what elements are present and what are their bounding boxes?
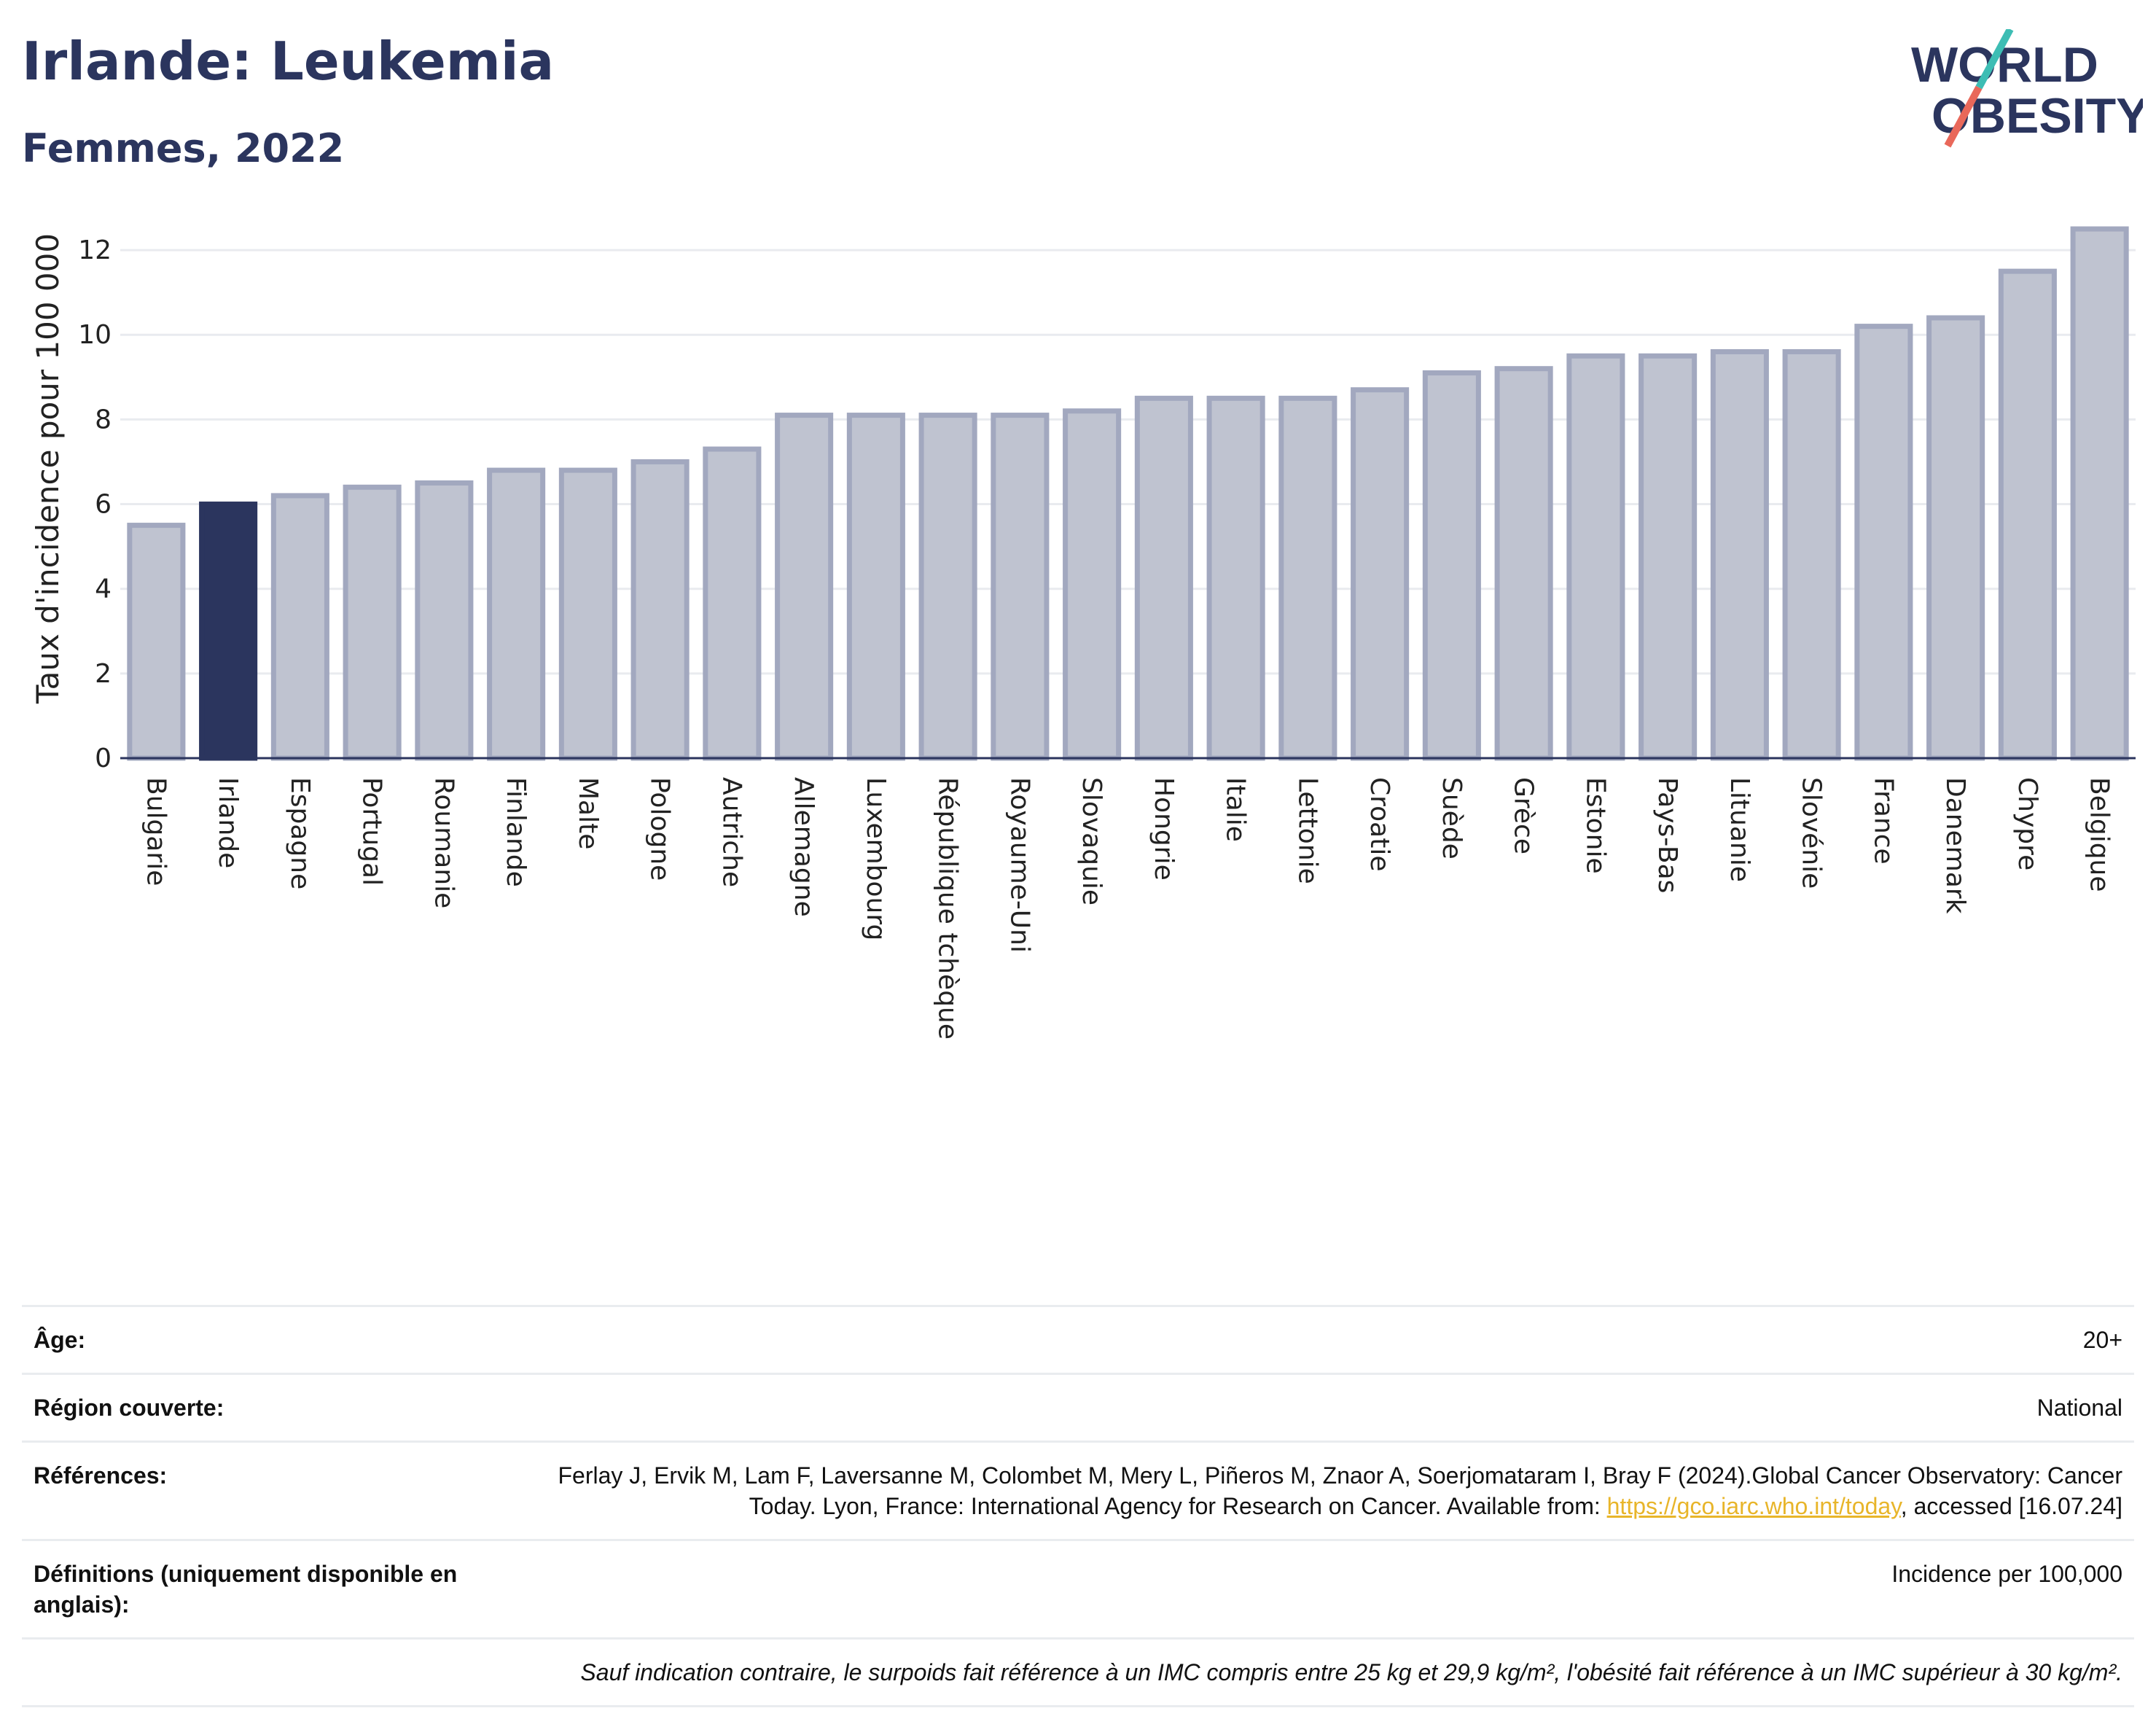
info-row-definitions: Définitions (uniquement disponible en an… [22, 1539, 2134, 1637]
x-tick-label: Slovaquie [1077, 777, 1106, 905]
x-tick-label: Portugal [357, 777, 387, 886]
bar-royaume-uni[interactable] [991, 413, 1050, 761]
references-suffix: , accessed [16.07.24] [1900, 1493, 2122, 1519]
y-tick-label: 4 [95, 574, 112, 604]
y-tick-label: 12 [78, 235, 112, 265]
x-tick-label: Italie [1221, 777, 1251, 842]
y-tick-label: 2 [95, 659, 112, 689]
world-obesity-logo: WORLD OBESITY [1911, 29, 2143, 148]
age-value: 20+ [2082, 1327, 2122, 1353]
x-tick-label: Croatie [1364, 777, 1394, 872]
bar-autriche[interactable] [703, 446, 762, 761]
bar-france[interactable] [1854, 324, 1913, 761]
x-tick-label: Pays-Bas [1652, 777, 1682, 893]
bar-chypre[interactable] [1998, 268, 2057, 761]
bar-italie[interactable] [1206, 395, 1265, 761]
y-tick-label: 10 [78, 320, 112, 350]
bar-belgique[interactable] [2070, 226, 2129, 761]
x-tick-label: Espagne [285, 777, 315, 889]
bar-estonie[interactable] [1566, 353, 1625, 761]
references-label: Références: [34, 1462, 168, 1489]
x-tick-label: République tchèque [933, 777, 963, 1040]
x-tick-label: Bulgarie [141, 777, 171, 886]
x-tick-label: Estonie [1580, 777, 1610, 874]
bar-roumanie[interactable] [415, 480, 474, 761]
x-tick-label: Irlande [213, 777, 243, 868]
y-tick-label: 6 [95, 490, 112, 520]
x-tick-label: Hongrie [1149, 777, 1179, 881]
x-tick-label: Allemagne [789, 777, 819, 917]
info-row-age: Âge: 20+ [22, 1305, 2134, 1373]
chart-subtitle: Femmes, 2022 [22, 125, 345, 171]
bar-su-de[interactable] [1422, 370, 1481, 761]
bar-lituanie[interactable] [1710, 348, 1769, 761]
bar-portugal[interactable] [343, 484, 402, 761]
bar-pologne[interactable] [630, 459, 690, 761]
bar-lettonie[interactable] [1278, 395, 1337, 761]
bar-danemark[interactable] [1926, 315, 1985, 761]
x-tick-label: Lituanie [1725, 777, 1754, 882]
bar-r-publique-tch-que[interactable] [918, 413, 977, 761]
x-tick-label: Autriche [716, 777, 746, 887]
x-tick-label: France [1868, 777, 1898, 865]
y-tick-labels: 0 2 4 6 8 10 12 [78, 235, 112, 773]
chart-title: Irlande: Leukemia [22, 31, 555, 92]
logo-slash-coral [1944, 85, 1983, 148]
x-tick-label: Finlande [501, 777, 531, 887]
age-label: Âge: [34, 1327, 86, 1353]
x-tick-label: Danemark [1940, 777, 1970, 914]
x-tick-label: Lettonie [1292, 777, 1322, 884]
x-tick-label: Malte [573, 777, 603, 849]
info-row-region: Région couverte: National [22, 1373, 2134, 1440]
bar-pays-bas[interactable] [1639, 353, 1698, 761]
bar-slov-nie[interactable] [1782, 348, 1841, 761]
region-value: National [2036, 1395, 2122, 1421]
x-tick-label: Belgique [2085, 777, 2114, 892]
bar-espagne[interactable] [270, 493, 329, 761]
x-tick-labels: Bulgarie Irlande Espagne Portugal Roumanie Fi… [141, 777, 2114, 1040]
y-tick-label: 8 [95, 405, 112, 434]
x-tick-label: Grèce [1509, 777, 1539, 854]
x-tick-label: Chypre [2012, 777, 2042, 870]
bar-allemagne[interactable] [775, 413, 834, 761]
bar-hongrie[interactable] [1134, 395, 1193, 761]
references-value: Ferlay J, Ervik M, Lam F, Laversanne M, … [544, 1460, 2122, 1521]
info-row-references: Références: Ferlay J, Ervik M, Lam F, La… [22, 1440, 2134, 1539]
bars [127, 226, 2129, 761]
x-tick-label: Slovénie [1797, 777, 1827, 889]
footnote: Sauf indication contraire, le surpoids f… [22, 1637, 2134, 1707]
bar-luxembourg[interactable] [846, 413, 905, 761]
x-tick-label: Royaume-Uni [1004, 777, 1034, 953]
x-tick-label: Pologne [645, 777, 675, 881]
x-tick-label: Suède [1437, 777, 1466, 859]
bar-chart: 0 2 4 6 8 10 12 Bulgarie Irlande Espagne Portugal… [30, 226, 2136, 1040]
info-table: Âge: 20+ Région couverte: National Référ… [22, 1305, 2134, 1707]
x-tick-label: Roumanie [429, 777, 458, 908]
x-tick-label: Luxembourg [861, 777, 891, 940]
bar-finlande[interactable] [487, 467, 546, 761]
bar-slovaquie[interactable] [1063, 408, 1122, 761]
bar-bulgarie[interactable] [127, 523, 186, 761]
bar-malte[interactable] [558, 467, 617, 761]
y-axis-label: Taux d'incidence pour 100 000 [30, 233, 66, 704]
references-link[interactable]: https://gco.iarc.who.int/today [1606, 1493, 1901, 1519]
definitions-label: Définitions (uniquement disponible en an… [34, 1561, 458, 1618]
logo-slash-teal [1975, 29, 2014, 90]
definitions-value: Incidence per 100,000 [1891, 1561, 2122, 1587]
region-label: Région couverte: [34, 1395, 224, 1421]
references-text: Ferlay J, Ervik M, Lam F, Laversanne M, … [558, 1462, 2122, 1519]
bar-gr-ce[interactable] [1494, 366, 1553, 761]
y-tick-label: 0 [95, 744, 112, 773]
bar-croatie[interactable] [1351, 387, 1410, 761]
bar-irlande[interactable] [199, 502, 258, 761]
